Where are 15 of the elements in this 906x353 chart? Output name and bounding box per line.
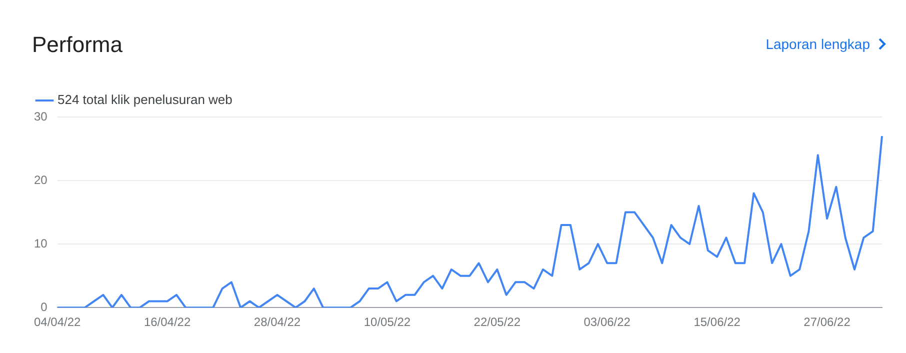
x-tick-label: 04/04/22 <box>34 315 82 330</box>
chart-title: Performa <box>32 32 122 58</box>
text: Laporan lengkap <box>766 36 870 52</box>
x-tick-label: 10/05/22 <box>364 315 411 330</box>
legend-label: 524 total klik penelusuran web <box>58 92 232 108</box>
x-tick-label: 27/06/22 <box>804 315 851 330</box>
y-tick-label: 10 <box>34 236 48 250</box>
x-tick-label: 15/06/22 <box>694 315 741 330</box>
x-tick-label: 03/06/22 <box>584 315 631 330</box>
y-tick-label: 30 <box>34 109 48 124</box>
y-tick-label: 0 <box>40 300 48 314</box>
x-tick-label: 16/04/22 <box>144 315 191 330</box>
x-tick-label: 28/04/22 <box>254 315 301 330</box>
y-tick-label: 20 <box>34 172 48 187</box>
x-tick-label: 22/05/22 <box>474 315 521 330</box>
